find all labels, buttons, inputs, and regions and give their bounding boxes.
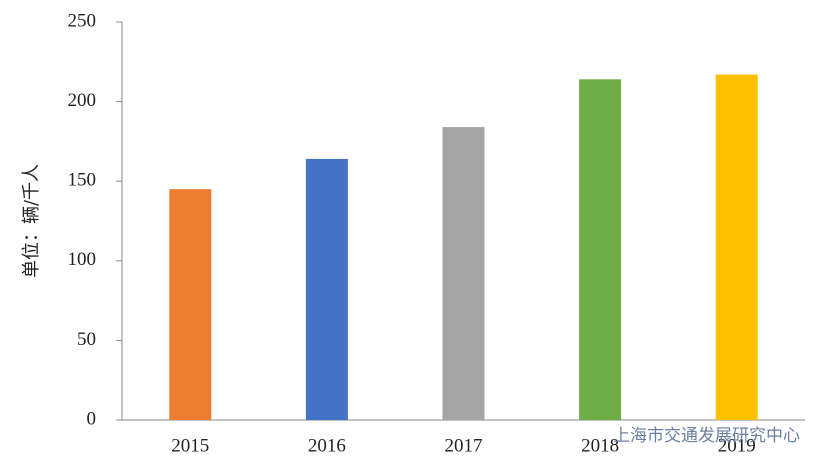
bar (715, 74, 758, 420)
bar (169, 189, 212, 420)
y-tick-label: 250 (68, 10, 97, 31)
y-tick-label: 150 (68, 170, 97, 191)
y-tick-label: 50 (77, 329, 96, 350)
x-tick-label: 2017 (445, 435, 483, 456)
x-tick-label: 2015 (171, 435, 209, 456)
y-tick-label: 100 (68, 249, 97, 270)
y-axis-label: 单位：辆/千人 (21, 164, 42, 278)
y-tick-label: 0 (87, 408, 97, 429)
y-tick-label: 200 (68, 90, 97, 111)
watermark: 上海市交通发展研究中心 (613, 426, 800, 446)
x-tick-label: 2018 (581, 435, 619, 456)
x-tick-label: 2016 (308, 435, 346, 456)
bar (442, 127, 485, 421)
x-tick-label: 2019 (718, 435, 756, 456)
bar (579, 79, 622, 420)
bar (305, 158, 348, 421)
